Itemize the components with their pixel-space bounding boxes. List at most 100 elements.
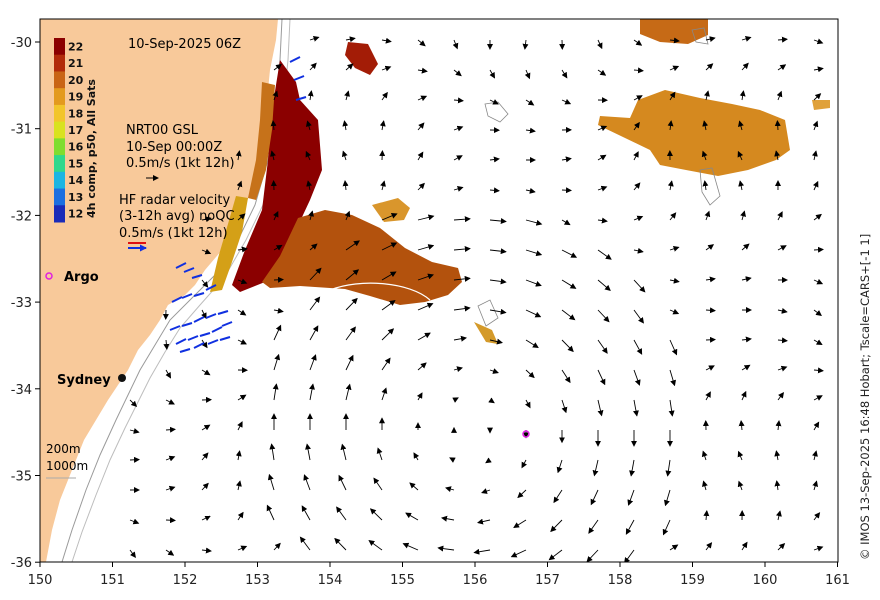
current-vector	[776, 90, 783, 101]
current-vector	[201, 216, 212, 223]
current-vector	[741, 336, 752, 343]
current-vector	[381, 37, 392, 44]
current-vector	[453, 305, 471, 312]
current-vector	[705, 63, 714, 71]
current-vector	[777, 392, 785, 401]
current-vector	[561, 249, 578, 258]
current-vector	[741, 62, 749, 71]
current-vector	[237, 339, 247, 345]
current-vector	[561, 339, 574, 353]
current-vector	[813, 395, 823, 401]
current-vector	[417, 273, 434, 281]
current-vector	[201, 452, 209, 461]
radar-vector	[205, 313, 217, 319]
current-vector	[548, 549, 563, 561]
current-vector	[702, 120, 709, 131]
colorbar-segment	[54, 88, 65, 106]
radar-vector	[193, 316, 205, 323]
current-vector	[669, 65, 680, 72]
current-vector	[667, 120, 674, 131]
current-vector	[373, 477, 383, 491]
current-vector	[738, 180, 745, 191]
credit-text: © IMOS 13-Sep-2025 16:48 Hobart; Tscale=…	[858, 234, 872, 560]
current-vector	[437, 545, 455, 552]
current-vector	[485, 457, 492, 464]
current-vector	[597, 125, 608, 132]
current-vector	[452, 397, 459, 403]
colorbar-tick-label: 14	[68, 174, 84, 187]
current-vector	[453, 366, 463, 373]
sydney-marker	[118, 374, 126, 382]
current-vector	[633, 247, 644, 254]
current-vector	[590, 489, 599, 506]
current-vector	[669, 308, 680, 315]
current-vector	[201, 369, 211, 376]
current-vector	[165, 426, 176, 433]
land-australia	[40, 19, 278, 562]
current-vector	[273, 63, 282, 71]
current-vector	[273, 353, 281, 371]
current-vector	[705, 244, 715, 251]
current-vector	[453, 246, 471, 253]
current-vector	[705, 276, 716, 283]
y-tick-label: -31	[11, 123, 32, 138]
sydney-label: Sydney	[57, 373, 111, 388]
current-vector	[633, 279, 646, 293]
sst-patch-east-australian-current	[232, 60, 322, 292]
current-vector	[633, 339, 643, 355]
current-vector	[340, 443, 347, 461]
current-vector	[163, 339, 170, 350]
current-vector	[379, 120, 386, 131]
current-vector	[235, 150, 242, 161]
current-vector	[417, 362, 427, 371]
current-vector	[270, 150, 276, 161]
colorbar-segment	[54, 155, 65, 173]
current-vector	[524, 69, 531, 80]
radar-legend-line2: (3-12h avg) noQC	[119, 209, 235, 224]
current-vector	[633, 67, 644, 74]
current-vector	[737, 450, 744, 461]
current-vector	[597, 279, 611, 291]
sst-patch-warm-blob	[372, 198, 410, 222]
current-vector	[237, 213, 246, 221]
current-vector	[701, 450, 708, 461]
radar-vector	[207, 339, 219, 345]
current-vector	[345, 383, 352, 401]
current-vector	[597, 339, 608, 354]
current-vector	[669, 212, 677, 221]
current-vector	[597, 185, 608, 192]
current-vector	[629, 459, 635, 477]
current-vector	[453, 275, 471, 282]
current-vector	[588, 519, 599, 534]
y-axis: -30 -31 -32 -33 -34 -35 -36	[11, 36, 40, 571]
y-tick-label: -32	[11, 209, 32, 224]
current-vector	[525, 339, 539, 348]
current-vector	[445, 486, 455, 493]
x-tick-label: 150	[28, 573, 53, 588]
current-vector	[165, 455, 176, 462]
current-vector	[309, 35, 320, 42]
current-vector	[345, 240, 360, 251]
current-vector	[811, 150, 818, 161]
current-vector	[129, 399, 138, 408]
x-tick-label: 157	[535, 573, 560, 588]
colorbar-segment	[54, 188, 65, 206]
current-vector	[633, 95, 643, 101]
current-vector	[489, 368, 499, 374]
current-vector	[813, 512, 821, 521]
current-vector	[380, 180, 386, 191]
current-vector	[738, 120, 744, 131]
current-vector	[309, 354, 317, 371]
current-vector	[417, 244, 435, 251]
current-vector	[309, 62, 317, 71]
current-vector	[273, 307, 284, 314]
current-vector	[417, 332, 431, 341]
current-vector	[705, 542, 713, 551]
current-vector	[417, 67, 428, 74]
current-vector	[489, 278, 507, 285]
current-vector	[522, 39, 529, 50]
current-vector	[596, 39, 603, 50]
current-vector	[342, 120, 349, 131]
current-vector	[344, 90, 350, 101]
